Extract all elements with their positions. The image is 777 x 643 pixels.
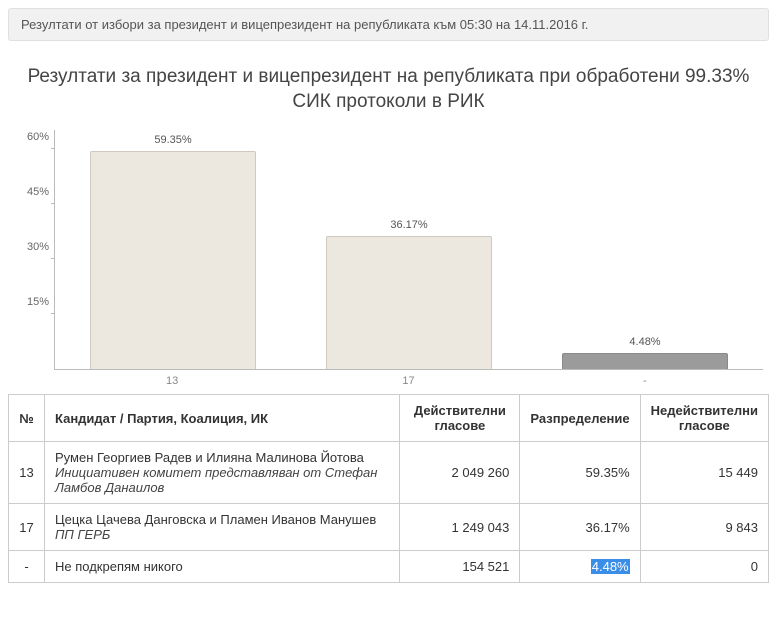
col-header-invalid: Недействителни гласове: [640, 395, 768, 442]
col-header-num: №: [9, 395, 45, 442]
chart-bar: 4.48%: [562, 353, 727, 369]
cell-num: -: [9, 551, 45, 583]
info-banner: Резултати от избори за президент и вицеп…: [8, 8, 769, 41]
table-row: -Не подкрепям никого 154 521 4.48% 0: [9, 551, 769, 583]
cell-dist: 4.48%: [520, 551, 640, 583]
candidate-name: Румен Георгиев Радев и Илияна Малинова Й…: [55, 450, 364, 465]
cell-dist: 59.35%: [520, 442, 640, 504]
highlighted-value: 4.48%: [591, 559, 630, 574]
chart-bar-label: 59.35%: [154, 134, 191, 146]
cell-valid: 154 521: [400, 551, 520, 583]
candidate-name: Цецка Цачева Данговска и Пламен Иванов М…: [55, 512, 376, 527]
chart-ytick-mark: [51, 148, 55, 149]
cell-num: 13: [9, 442, 45, 504]
table-row: 13 Румен Георгиев Радев и Илияна Малинова…: [9, 442, 769, 504]
cell-invalid: 0: [640, 551, 768, 583]
chart-x-label: -: [527, 372, 763, 390]
chart-bar-slot: 4.48%: [527, 130, 763, 369]
chart-x-label: 13: [54, 372, 290, 390]
table-row: 17 Цецка Цачева Данговска и Пламен Иванов…: [9, 504, 769, 551]
cell-candidate: Цецка Цачева Данговска и Пламен Иванов М…: [45, 504, 400, 551]
chart-bar-label: 4.48%: [629, 336, 660, 348]
cell-num: 17: [9, 504, 45, 551]
cell-invalid: 15 449: [640, 442, 768, 504]
title-line-2: СИК протоколи в РИК: [292, 91, 484, 112]
col-header-dist: Разпределение: [520, 395, 640, 442]
col-header-valid: Действителни гласове: [400, 395, 520, 442]
cell-candidate: Румен Георгиев Радев и Илияна Малинова Й…: [45, 442, 400, 504]
chart-ytick-label: 45%: [15, 186, 49, 198]
chart-ytick-label: 30%: [15, 241, 49, 253]
candidate-party: ПП ГЕРБ: [55, 527, 110, 542]
chart-ytick-mark: [51, 313, 55, 314]
cell-dist: 36.17%: [520, 504, 640, 551]
candidate-party: Инициативен комитет представляван от Сте…: [55, 465, 377, 495]
cell-valid: 1 249 043: [400, 504, 520, 551]
cell-candidate: Не подкрепям никого: [45, 551, 400, 583]
chart-ytick-mark: [51, 258, 55, 259]
chart-ytick-label: 15%: [15, 296, 49, 308]
page-title: Резултати за президент и вицепрезидент н…: [8, 65, 769, 114]
title-line-1: Резултати за президент и вицепрезидент н…: [28, 66, 750, 87]
chart-bar-slot: 59.35%: [55, 130, 291, 369]
chart-bar: 36.17%: [326, 236, 491, 369]
col-header-candidate: Кандидат / Партия, Коалиция, ИК: [45, 395, 400, 442]
chart-bar: 59.35%: [90, 151, 255, 369]
chart-plot-area: 59.35%36.17%4.48% 15%30%45%60%: [54, 130, 763, 370]
chart-bars-container: 59.35% 36.17% 4.48%: [55, 130, 763, 369]
table-header-row: № Кандидат / Партия, Коалиция, ИК Действ…: [9, 395, 769, 442]
chart-x-label: 17: [290, 372, 526, 390]
chart-ytick-mark: [51, 203, 55, 204]
chart-ytick-label: 60%: [15, 131, 49, 143]
bar-chart: 59.35% 36.17% 4.48% 15% 30% 45% 60% 1317-: [8, 130, 769, 390]
chart-bar-label: 36.17%: [390, 219, 427, 231]
chart-bar-slot: 36.17%: [291, 130, 527, 369]
cell-valid: 2 049 260: [400, 442, 520, 504]
chart-x-labels: 1317-: [54, 372, 763, 390]
results-table: № Кандидат / Партия, Коалиция, ИК Действ…: [8, 394, 769, 583]
cell-invalid: 9 843: [640, 504, 768, 551]
candidate-name: Не подкрепям никого: [55, 559, 183, 574]
